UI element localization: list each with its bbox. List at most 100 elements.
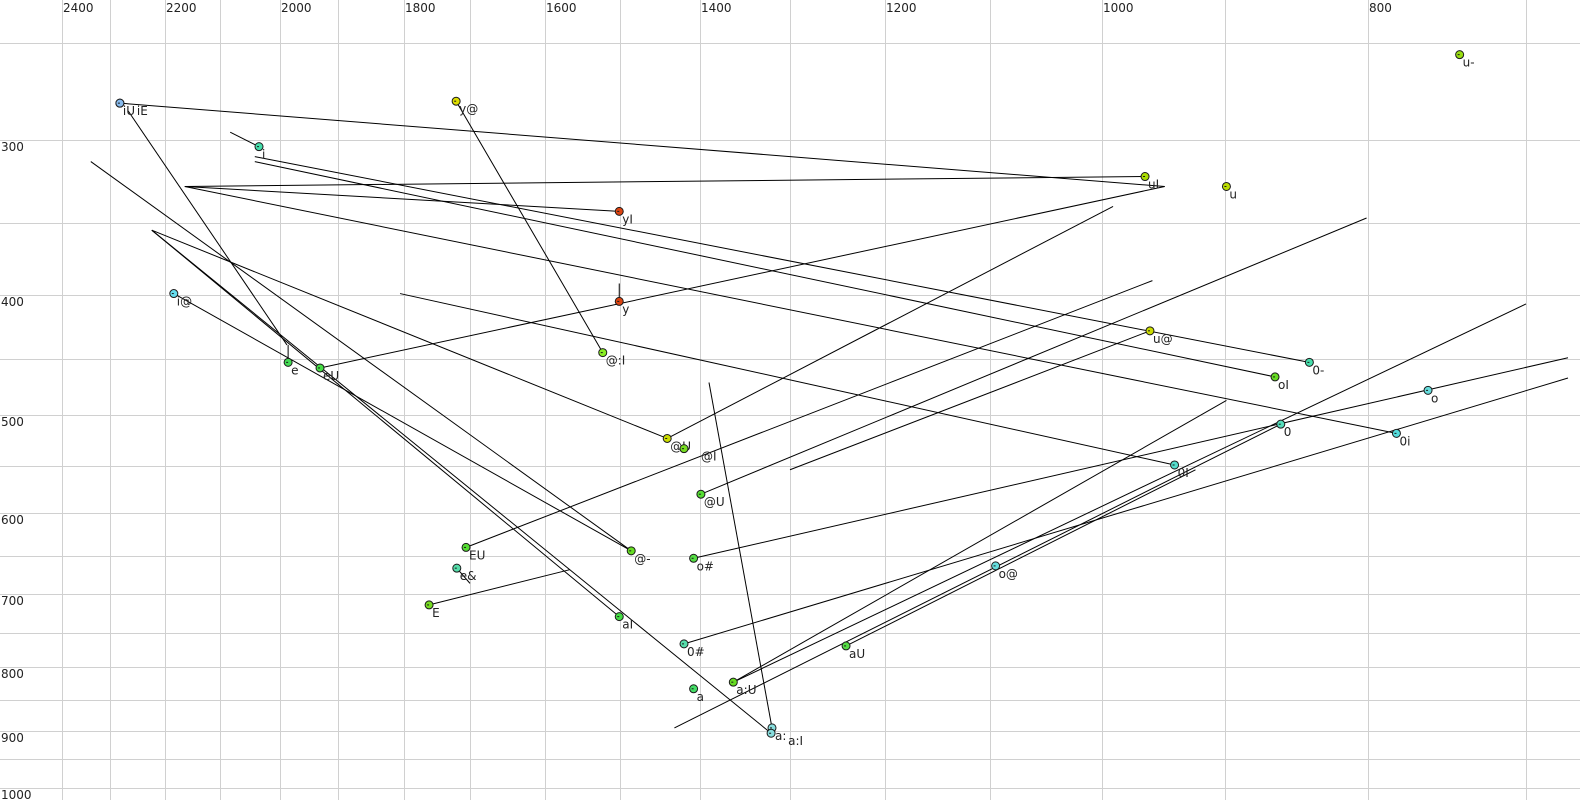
point-label: a:I (788, 734, 803, 748)
vowel-point[interactable]: e& (452, 563, 477, 583)
x-tick-label: 2400 (63, 1, 94, 15)
point-label: o (1431, 391, 1438, 405)
x-tick-label: 2000 (281, 1, 312, 15)
trajectory-line (151, 229, 772, 734)
axis-ticks: 2400 2200 2000 1800 1600 1400 1200 1000 800 300 40… (1, 1, 1392, 800)
trajectory-line (184, 185, 620, 212)
trajectory-line (119, 102, 1165, 187)
x-tick-label: 1600 (546, 1, 577, 15)
trajectory-line (455, 100, 604, 353)
trajectory-line (845, 469, 1196, 647)
trajectory-line (708, 382, 773, 728)
vowel-point[interactable]: y@ (451, 96, 478, 116)
trajectory-line (173, 293, 632, 552)
trajectory-line (693, 357, 1569, 559)
point-label: aI (622, 618, 633, 632)
point-label: @- (634, 552, 650, 566)
vowel-point[interactable]: y (614, 296, 629, 316)
vowel-point[interactable]: a:U (728, 677, 756, 697)
point-label: 0i (1399, 434, 1410, 448)
x-tick-label: 1400 (701, 1, 732, 15)
vowel-point[interactable]: o# (689, 553, 714, 573)
vowel-point[interactable]: 0# (679, 639, 705, 659)
vowel-point[interactable]: 0I (1170, 460, 1189, 480)
x-tick-label: 2200 (166, 1, 197, 15)
point-label: y@ (459, 102, 478, 116)
point-label: @U (704, 495, 725, 509)
point-label: aU (849, 647, 865, 661)
point-label: u@ (1153, 332, 1173, 346)
vowel-point[interactable]: e (283, 357, 299, 377)
point-label: a (697, 690, 704, 704)
vowel-point[interactable]: u (1221, 181, 1237, 201)
y-tick-label: 1000 (1, 788, 32, 800)
point-label: o# (697, 559, 714, 573)
vowel-point[interactable]: o (1423, 385, 1438, 405)
vowel-point[interactable]: @- (626, 546, 651, 566)
trajectory-line (184, 176, 1146, 187)
point-label: E (432, 606, 440, 620)
vowel-point[interactable]: 0 (1276, 419, 1292, 439)
vowel-point[interactable]: 0- (1304, 357, 1324, 377)
trajectory-line (733, 400, 1227, 683)
y-tick-label: 900 (1, 731, 24, 745)
vowel-point[interactable]: E (424, 600, 440, 620)
point-label: eU (323, 369, 339, 383)
trajectory-line (428, 569, 570, 606)
point-label: iE (137, 104, 148, 118)
trajectory-line (254, 156, 1310, 363)
vowel-point[interactable]: i (254, 142, 265, 162)
trajectory-line (151, 229, 620, 618)
trajectory-line (127, 110, 288, 346)
vowel-point[interactable]: o@ (991, 561, 1018, 581)
vowel-point[interactable]: uI (1140, 172, 1159, 192)
vowel-point[interactable]: a:I (766, 728, 803, 748)
vowel-point[interactable]: 0i (1391, 428, 1410, 448)
y-tick-label: 400 (1, 295, 24, 309)
point-label: iU (123, 104, 135, 118)
vowel-point[interactable]: @U (696, 489, 725, 509)
y-tick-label: 800 (1, 667, 24, 681)
point-label: @:I (606, 354, 626, 368)
point-label: a: (775, 729, 786, 743)
vowel-point[interactable]: i@ (169, 289, 192, 309)
vowel-point[interactable]: iE (115, 98, 148, 118)
vowel-point[interactable]: aU (841, 641, 865, 661)
vowel-point[interactable]: u@ (1145, 326, 1173, 346)
vowel-point[interactable]: u- (1455, 50, 1475, 70)
x-tick-label: 1200 (886, 1, 917, 15)
vowel-point[interactable]: oI (1270, 372, 1289, 392)
x-tick-label: 800 (1369, 1, 1392, 15)
vowel-point[interactable]: @I (679, 444, 717, 464)
vowel-point[interactable]: @:I (598, 348, 626, 368)
trajectory-line (90, 161, 632, 552)
trajectory-line (465, 280, 1153, 548)
vowel-point[interactable]: yI (614, 206, 633, 226)
trajectory-line (254, 161, 1276, 378)
trajectory-line (789, 330, 1151, 471)
point-label: e (291, 363, 298, 377)
point-label: i@ (177, 295, 192, 309)
point-label: u (1229, 187, 1237, 201)
vowel-point[interactable]: eU (315, 363, 339, 383)
vowel-point[interactable]: aI (614, 612, 633, 632)
point-label: EU (469, 548, 485, 562)
y-tick-label: 300 (1, 140, 24, 154)
trajectory-line (151, 229, 668, 439)
trajectory-line (229, 131, 260, 148)
point-label: 0- (1312, 363, 1324, 377)
point-label: e& (460, 569, 477, 583)
y-tick-label: 500 (1, 415, 24, 429)
vowel-point[interactable]: EU (461, 542, 485, 562)
point-label: oI (1278, 378, 1289, 392)
trajectory-line (399, 293, 1175, 466)
vowel-point[interactable]: a (689, 684, 704, 704)
trajectory-line (674, 423, 1281, 729)
trajectory-line (683, 377, 1569, 645)
point-label: o@ (999, 567, 1018, 581)
trajectory-line (184, 185, 1397, 434)
point-label: 0 (1284, 425, 1292, 439)
